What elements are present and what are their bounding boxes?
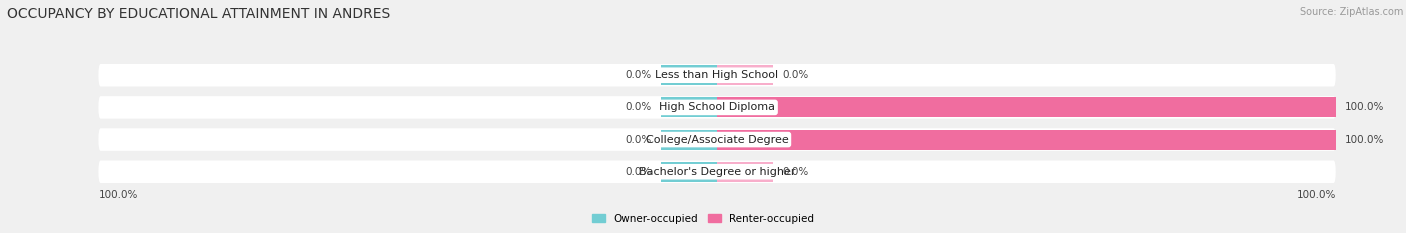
FancyBboxPatch shape bbox=[98, 96, 1336, 119]
Text: 100.0%: 100.0% bbox=[1296, 190, 1336, 200]
Text: Source: ZipAtlas.com: Source: ZipAtlas.com bbox=[1299, 7, 1403, 17]
Text: 0.0%: 0.0% bbox=[782, 70, 808, 80]
Bar bbox=[661, 65, 717, 85]
FancyBboxPatch shape bbox=[98, 128, 1336, 151]
Text: 0.0%: 0.0% bbox=[626, 167, 652, 177]
Bar bbox=[661, 162, 717, 182]
Text: College/Associate Degree: College/Associate Degree bbox=[645, 135, 789, 145]
Text: High School Diploma: High School Diploma bbox=[659, 102, 775, 112]
Text: 0.0%: 0.0% bbox=[626, 70, 652, 80]
Legend: Owner-occupied, Renter-occupied: Owner-occupied, Renter-occupied bbox=[588, 209, 818, 228]
Bar bbox=[661, 130, 717, 150]
Text: 100.0%: 100.0% bbox=[1346, 102, 1385, 112]
Bar bbox=[717, 162, 773, 182]
Text: 0.0%: 0.0% bbox=[626, 135, 652, 145]
Text: 0.0%: 0.0% bbox=[782, 167, 808, 177]
Text: Less than High School: Less than High School bbox=[655, 70, 779, 80]
Text: 100.0%: 100.0% bbox=[1346, 135, 1385, 145]
Text: Bachelor's Degree or higher: Bachelor's Degree or higher bbox=[638, 167, 796, 177]
Text: OCCUPANCY BY EDUCATIONAL ATTAINMENT IN ANDRES: OCCUPANCY BY EDUCATIONAL ATTAINMENT IN A… bbox=[7, 7, 391, 21]
Bar bbox=[661, 97, 717, 117]
FancyBboxPatch shape bbox=[98, 161, 1336, 183]
Bar bbox=[717, 130, 1336, 150]
Text: 100.0%: 100.0% bbox=[98, 190, 138, 200]
Text: 0.0%: 0.0% bbox=[626, 102, 652, 112]
FancyBboxPatch shape bbox=[98, 64, 1336, 86]
Bar bbox=[717, 97, 1336, 117]
Bar bbox=[717, 65, 773, 85]
